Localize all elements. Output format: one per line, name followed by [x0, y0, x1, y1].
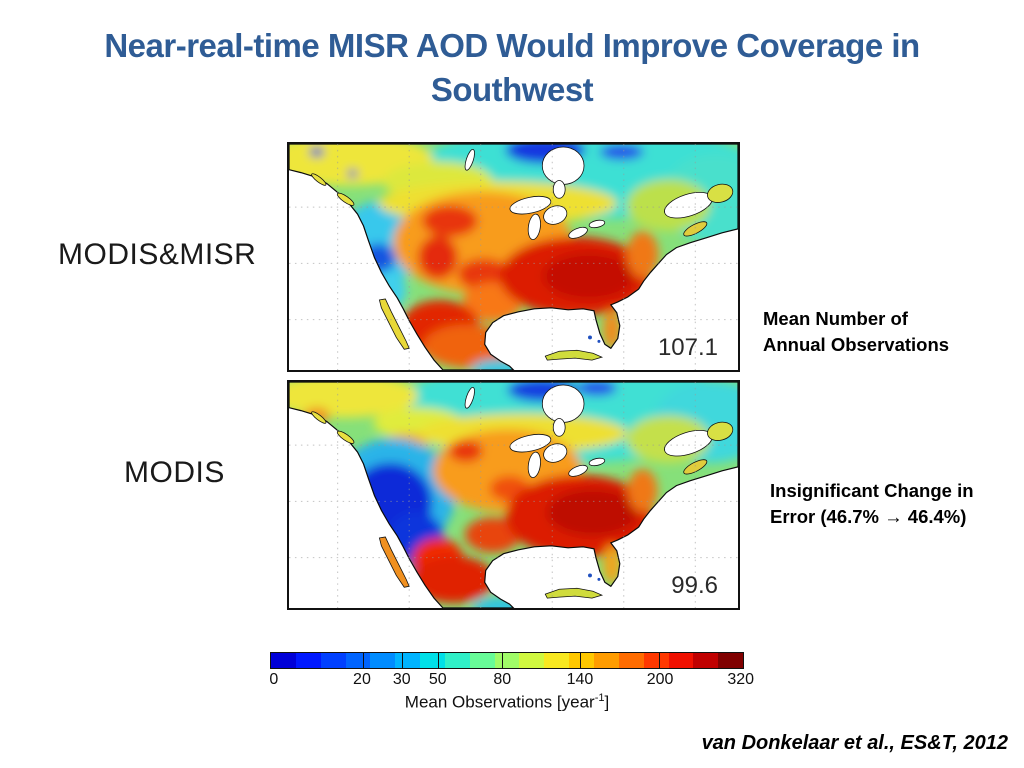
colorbar-tick-mark — [438, 653, 440, 668]
colorbar-segment — [643, 653, 669, 668]
colorbar-tick-mark — [402, 653, 404, 668]
page-title: Near-real-time MISR AOD Would Improve Co… — [0, 24, 1024, 112]
islands — [311, 173, 734, 361]
map-modis-misr: 107.1 — [287, 142, 740, 372]
colorbar-segment — [395, 653, 421, 668]
colorbar-segment — [618, 653, 644, 668]
annotation-mean-observations: Mean Number of Annual Observations — [763, 306, 949, 358]
gridlines — [289, 144, 738, 370]
colorbar-tick-label: 50 — [428, 671, 447, 688]
heatmap-layer — [289, 144, 738, 370]
colorbar-segment — [444, 653, 470, 668]
annotation-line: Mean Number of — [763, 308, 908, 329]
colorbar-gradient — [270, 652, 744, 669]
title-line-1: Near-real-time MISR AOD Would Improve Co… — [104, 27, 920, 64]
title-line-2: Southwest — [430, 71, 594, 108]
gridlines — [289, 382, 738, 608]
colorbar-segment — [320, 653, 346, 668]
colorbar-tick-row: 0 20 30 50 80 140 200 320 — [269, 671, 754, 692]
colorbar-label-text: Mean Observations [year — [404, 692, 595, 712]
colorbar-segment — [469, 653, 495, 668]
colorbar-segment — [544, 653, 570, 668]
colorbar-segment — [494, 653, 520, 668]
colorbar-segment — [420, 653, 445, 668]
colorbar-label-exponent: -1 — [594, 692, 605, 704]
colorbar-tick-label: 200 — [646, 671, 674, 688]
modis-misr-map-figure — [289, 144, 738, 370]
colorbar-axis-label: Mean Observations [year-1] — [270, 692, 744, 713]
colorbar-tick-label: 320 — [727, 671, 755, 688]
colorbar-segment — [519, 653, 545, 668]
citation: van Donkelaar et al., ES&T, 2012 — [701, 732, 1008, 754]
islands — [311, 411, 734, 599]
map-modis: 99.6 — [287, 380, 740, 610]
colorbar-label-bracket: ] — [604, 692, 610, 712]
colorbar-segment — [569, 653, 594, 668]
coastline — [289, 382, 738, 608]
map-mean-value: 99.6 — [671, 572, 718, 599]
colorbar-tick-label: 0 — [269, 671, 279, 688]
colorbar-tick-label: 140 — [566, 671, 594, 688]
annotation-line: Annual Observations — [763, 334, 950, 355]
coastline — [289, 144, 738, 370]
colorbar-tick-mark — [502, 653, 504, 668]
annotation-error-change: Insignificant Change in Error (46.7% → 4… — [770, 478, 974, 530]
modis-map-figure — [289, 382, 738, 608]
colorbar-segment — [345, 653, 371, 668]
colorbar-tick-mark — [579, 653, 581, 668]
colorbar-segment — [370, 653, 396, 668]
panel-label-modis: MODIS — [124, 456, 225, 489]
colorbar-segment — [693, 653, 719, 668]
colorbar-segment — [668, 653, 694, 668]
colorbar-tick-label: 80 — [493, 671, 512, 688]
colorbar-tick-label: 20 — [353, 671, 371, 688]
colorbar-segment — [295, 653, 321, 668]
colorbar-segment — [718, 653, 744, 668]
colorbar-tick-mark — [362, 653, 364, 668]
colorbar-tick-label: 30 — [392, 671, 411, 688]
lakes-and-bays — [464, 384, 713, 479]
colorbar-segment — [593, 653, 619, 668]
map-mean-value: 107.1 — [657, 334, 718, 361]
annotation-line: Error (46.7% → 46.4%) — [770, 506, 967, 527]
lakes-and-bays — [464, 146, 713, 241]
annotation-line: Insignificant Change in — [770, 480, 974, 501]
colorbar-segment — [271, 653, 296, 668]
colorbar: 0 20 30 50 80 140 200 320 Mean Observations [ye… — [269, 652, 754, 713]
panel-label-modis-misr: MODIS&MISR — [58, 238, 257, 271]
colorbar-tick-mark — [659, 653, 661, 668]
